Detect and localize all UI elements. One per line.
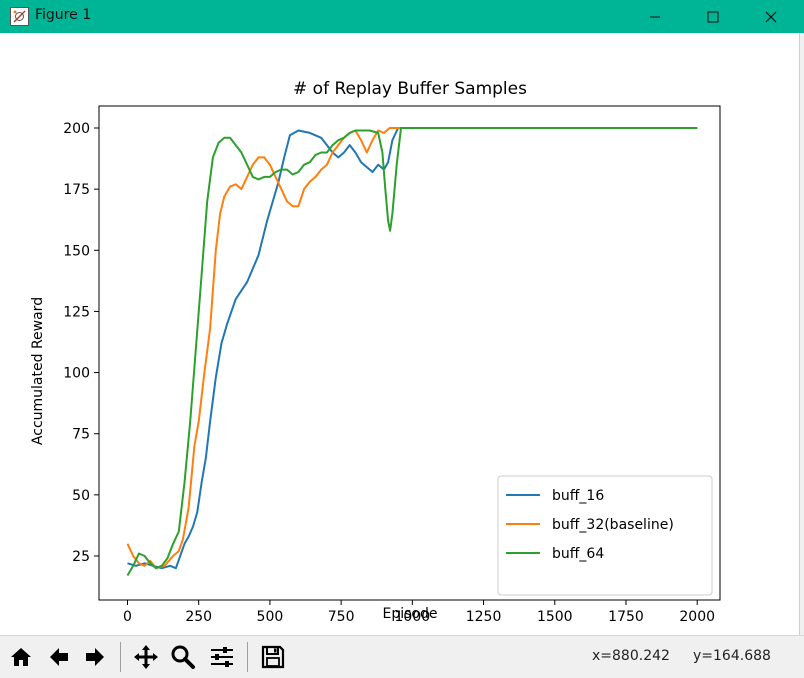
navigation-toolbar: x=880.242 y=164.688 bbox=[0, 635, 804, 678]
x-axis-ticks: 0 250 500 750 1000 1250 1500 1750 2000 bbox=[123, 600, 715, 625]
window-title-bar[interactable]: Figure 1 bbox=[0, 0, 804, 33]
toolbar-separator bbox=[120, 642, 121, 672]
series-layer bbox=[126, 127, 698, 577]
maximize-button[interactable] bbox=[684, 0, 742, 33]
y-tick-label: 175 bbox=[63, 182, 90, 198]
move-icon bbox=[134, 645, 158, 669]
y-tick-label: 100 bbox=[63, 366, 90, 382]
series-line-buff-64 bbox=[126, 127, 698, 577]
window-title: Figure 1 bbox=[35, 7, 92, 23]
arrow-right-icon bbox=[86, 648, 104, 666]
y-coordinate-readout: y=164.688 bbox=[693, 648, 771, 664]
window-edge bbox=[799, 33, 804, 635]
arrow-left-icon bbox=[50, 648, 68, 666]
x-tick-label: 1250 bbox=[466, 609, 502, 625]
legend-label: buff_32(baseline) bbox=[552, 517, 674, 533]
x-tick-label: 1750 bbox=[608, 609, 644, 625]
x-tick-label: 1500 bbox=[537, 609, 573, 625]
y-axis-ticks: 25 50 75 100 125 150 175 200 bbox=[63, 121, 99, 565]
y-tick-label: 150 bbox=[63, 243, 90, 259]
pan-button[interactable] bbox=[131, 642, 161, 672]
x-tick-label: 2000 bbox=[679, 609, 715, 625]
minimize-icon bbox=[650, 16, 660, 17]
close-button[interactable] bbox=[742, 0, 800, 33]
series-line-buff-16 bbox=[127, 127, 698, 570]
y-tick-label: 25 bbox=[72, 549, 90, 565]
axes-frame bbox=[98, 105, 721, 601]
forward-button[interactable] bbox=[80, 642, 110, 672]
configure-subplots-button[interactable] bbox=[207, 642, 237, 672]
legend-label: buff_64 bbox=[552, 546, 604, 562]
x-tick-label: 250 bbox=[185, 609, 212, 625]
figure-canvas[interactable]: # of Replay Buffer Samples 0 250 500 750 100… bbox=[0, 33, 799, 635]
y-tick-label: 200 bbox=[63, 121, 90, 137]
matplotlib-figure-icon bbox=[10, 7, 29, 26]
legend-box bbox=[497, 475, 713, 596]
chart-title: # of Replay Buffer Samples bbox=[293, 79, 527, 99]
sliders-icon bbox=[211, 647, 233, 667]
close-icon bbox=[765, 11, 777, 22]
x-tick-label: 0 bbox=[123, 609, 132, 625]
x-tick-label: 1000 bbox=[395, 609, 431, 625]
floppy-disk-icon bbox=[261, 645, 285, 669]
save-button[interactable] bbox=[258, 642, 288, 672]
magnifier-icon bbox=[171, 645, 195, 669]
line-chart[interactable]: # of Replay Buffer Samples 0 250 500 750 100… bbox=[0, 33, 799, 635]
x-coordinate-readout: x=880.242 bbox=[592, 648, 670, 664]
minimize-button[interactable] bbox=[626, 0, 684, 33]
y-tick-label: 50 bbox=[72, 488, 90, 504]
y-tick-label: 75 bbox=[72, 427, 90, 443]
y-tick-label: 125 bbox=[63, 304, 90, 320]
legend-label: buff_16 bbox=[552, 488, 604, 504]
home-icon bbox=[11, 648, 31, 666]
back-button[interactable] bbox=[44, 642, 74, 672]
y-axis-label: Accumulated Reward bbox=[30, 297, 46, 445]
x-tick-label: 750 bbox=[328, 609, 355, 625]
home-button[interactable] bbox=[6, 642, 36, 672]
toolbar-separator bbox=[247, 642, 248, 672]
x-tick-label: 500 bbox=[257, 609, 284, 625]
legend: buff_16 buff_32(baseline) buff_64 bbox=[497, 475, 713, 596]
zoom-button[interactable] bbox=[168, 642, 198, 672]
x-axis-label: Episode bbox=[383, 606, 438, 622]
maximize-icon bbox=[707, 11, 719, 22]
